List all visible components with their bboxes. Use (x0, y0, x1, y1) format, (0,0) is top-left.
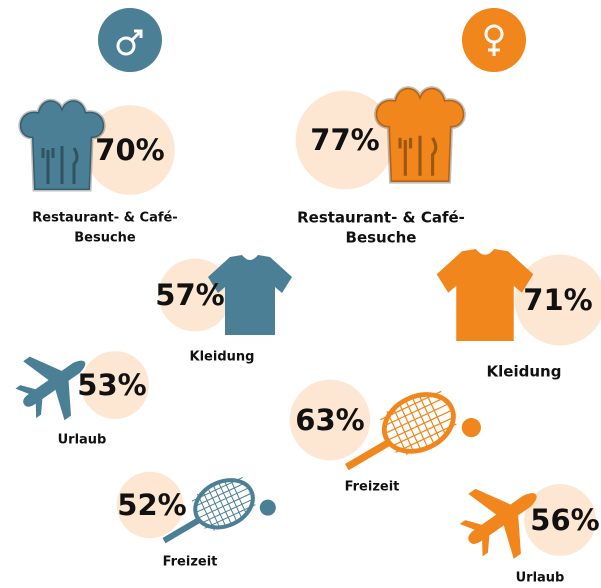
racket-string (201, 498, 254, 524)
racket-string (386, 403, 448, 434)
racket-head (381, 392, 456, 454)
racket-string (204, 504, 256, 529)
racket-string (392, 416, 454, 447)
racket-string (386, 411, 408, 456)
racket-string (425, 392, 447, 437)
value-circle (289, 379, 371, 461)
caption: Kleidung (487, 363, 562, 381)
value-circle (295, 90, 395, 190)
value-label: 63% (295, 403, 364, 437)
value-circle (524, 484, 596, 556)
caption: Freizeit (345, 480, 400, 495)
racket-string (199, 493, 251, 518)
racket-string (207, 488, 226, 526)
female-symbol (462, 8, 526, 72)
caption: Restaurant- & Café- (32, 211, 177, 226)
racket-string (197, 493, 215, 531)
racket-string (202, 491, 221, 529)
racket-icon (162, 476, 276, 544)
item: 56% Urlaub (459, 484, 600, 586)
racket-string (218, 483, 237, 521)
utensils-icon (41, 146, 79, 184)
racket-handle (344, 438, 393, 471)
racket-head (193, 478, 255, 530)
value-circle (81, 351, 149, 419)
racket-string (383, 397, 445, 427)
item: 57% Kleidung (155, 255, 292, 365)
racket-string (412, 398, 434, 443)
racket-string (392, 408, 415, 453)
racket-string (419, 395, 441, 440)
item: 63% Freizeit (289, 379, 481, 495)
value-label: 70% (95, 133, 164, 167)
chef-hat-icon (18, 98, 106, 192)
racket-string (395, 423, 457, 453)
racket-icon (344, 390, 481, 471)
utensils-icon (398, 135, 438, 176)
caption: Besuche (346, 229, 417, 247)
caption: Urlaub (516, 571, 565, 586)
ball (461, 417, 481, 438)
caption: Urlaub (58, 433, 107, 448)
racket-string (194, 482, 246, 507)
male-symbol (98, 8, 162, 72)
value-circle (116, 471, 184, 539)
racket-string (213, 486, 232, 523)
item: 70% Restaurant- & Café- Besuche (18, 98, 178, 246)
caption: Kleidung (190, 350, 255, 365)
item: 71% Kleidung (436, 249, 601, 381)
racket-string (389, 410, 451, 440)
shirt-icon (208, 255, 292, 335)
racket-string (380, 390, 442, 421)
value-label: 71% (523, 283, 592, 317)
racket-string (399, 404, 421, 449)
caption: Freizeit (163, 555, 218, 570)
value-circle (85, 105, 175, 195)
racket-string (229, 478, 248, 516)
caption: Besuche (74, 231, 136, 246)
racket-string (406, 401, 428, 446)
ball (259, 499, 276, 516)
racket-string (224, 481, 243, 518)
racket-string (191, 476, 243, 502)
racket-string (196, 487, 248, 513)
chef-hat-icon (374, 86, 466, 184)
caption: Restaurant- & Café- (297, 209, 465, 227)
plane-icon (459, 488, 537, 559)
value-label: 57% (155, 278, 224, 312)
value-label: 56% (530, 503, 599, 537)
value-circle (514, 254, 601, 346)
item: 53% Urlaub (15, 351, 149, 448)
item: 52% Freizeit (116, 471, 276, 570)
value-label: 53% (77, 368, 146, 402)
plane-icon (15, 356, 86, 421)
item: 77% Restaurant- & Café- Besuche (295, 86, 466, 247)
racket-handle (162, 516, 202, 544)
value-label: 77% (310, 123, 379, 157)
value-label: 52% (117, 488, 186, 522)
shirt-icon (436, 249, 534, 341)
